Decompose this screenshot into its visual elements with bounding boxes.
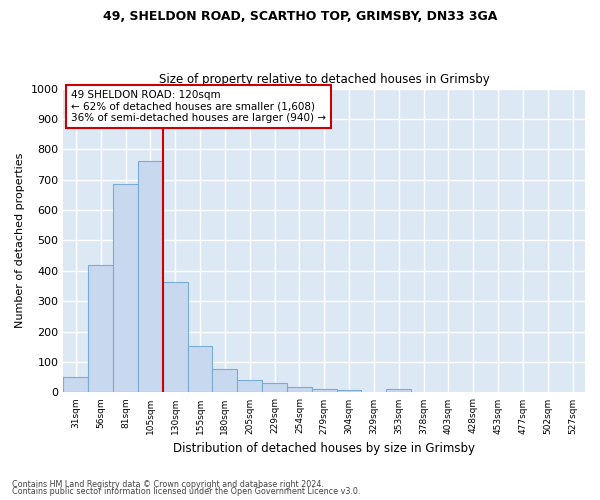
Bar: [262, 384, 287, 392]
Text: 49, SHELDON ROAD, SCARTHO TOP, GRIMSBY, DN33 3GA: 49, SHELDON ROAD, SCARTHO TOP, GRIMSBY, …: [103, 10, 497, 23]
Bar: [312, 389, 337, 392]
Bar: [113, 184, 138, 392]
Bar: [386, 390, 411, 392]
X-axis label: Distribution of detached houses by size in Grimsby: Distribution of detached houses by size …: [173, 442, 475, 455]
Title: Size of property relative to detached houses in Grimsby: Size of property relative to detached ho…: [159, 73, 490, 86]
Text: Contains HM Land Registry data © Crown copyright and database right 2024.: Contains HM Land Registry data © Crown c…: [12, 480, 324, 489]
Y-axis label: Number of detached properties: Number of detached properties: [15, 153, 25, 328]
Bar: [237, 380, 262, 392]
Bar: [163, 282, 188, 393]
Text: Contains public sector information licensed under the Open Government Licence v3: Contains public sector information licen…: [12, 487, 361, 496]
Bar: [64, 377, 88, 392]
Bar: [188, 346, 212, 393]
Text: 49 SHELDON ROAD: 120sqm
← 62% of detached houses are smaller (1,608)
36% of semi: 49 SHELDON ROAD: 120sqm ← 62% of detache…: [71, 90, 326, 124]
Bar: [138, 162, 163, 392]
Bar: [212, 370, 237, 392]
Bar: [337, 390, 361, 392]
Bar: [88, 265, 113, 392]
Bar: [287, 387, 312, 392]
